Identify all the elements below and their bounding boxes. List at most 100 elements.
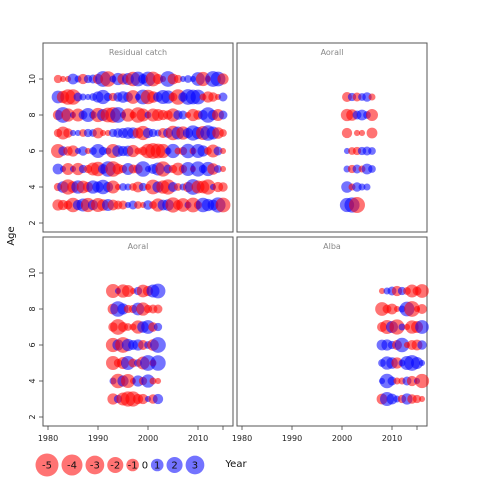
bubble-point	[219, 165, 227, 173]
bubble-point	[59, 75, 67, 83]
bubble-point	[368, 93, 376, 101]
legend-label: 0	[142, 461, 148, 472]
bubble-point	[124, 323, 132, 331]
y-tick-label: 2	[28, 414, 37, 419]
legend-bubble	[61, 454, 83, 476]
legend-bubble	[126, 458, 139, 472]
bubble-point	[141, 374, 155, 388]
legend-label: -4	[67, 461, 77, 472]
legend-item: -4	[61, 454, 83, 476]
bubble-point	[174, 183, 182, 191]
bubble-point	[418, 395, 426, 403]
bubble-point	[165, 143, 181, 159]
bubble-point	[414, 373, 430, 389]
bubble-point	[79, 93, 87, 101]
bubble-point	[217, 73, 229, 85]
bubble-point	[218, 110, 228, 120]
bubble-point	[358, 129, 366, 137]
panel-2: Aorall	[236, 42, 428, 233]
y-tick-label: 8	[28, 306, 37, 311]
bubble-point	[155, 143, 171, 159]
panel-1: Residual catch 2 4 6 8 10	[28, 42, 234, 233]
bubble-point	[366, 109, 378, 121]
y-tick-label: 2	[28, 220, 37, 225]
bubble-point	[150, 355, 166, 371]
bubble-point	[134, 201, 142, 209]
legend-bubble	[166, 456, 183, 474]
bubble-point	[184, 75, 192, 83]
bubble-point	[353, 129, 361, 137]
bubble-point	[110, 107, 126, 123]
x-tick-label: 1990	[282, 434, 302, 443]
bubble-point	[69, 129, 77, 137]
bubble-point	[352, 182, 362, 192]
y-tick-label: 4	[28, 378, 37, 383]
bubble-point	[92, 127, 104, 139]
bubble-point	[386, 303, 398, 315]
bubble-point	[213, 146, 223, 156]
panel-3: Aoral 2 4 6 8 10 1980 1990 2000 2010	[28, 236, 234, 443]
bubble-point	[415, 320, 429, 334]
bubble-point	[394, 337, 410, 353]
bubble-point	[215, 197, 231, 213]
panel-title: Aorall	[321, 48, 344, 57]
bubble-point	[122, 285, 134, 297]
bubble-point	[398, 323, 406, 331]
legend-item: -5	[35, 453, 59, 477]
panel-frame	[236, 42, 428, 233]
bubble-point	[152, 73, 164, 85]
bubble-point	[366, 127, 378, 139]
bubble-point	[62, 163, 74, 175]
bubble-point	[118, 200, 128, 210]
bubble-point	[208, 92, 218, 102]
bubble-point	[406, 375, 418, 387]
legend-label: 1	[154, 461, 160, 472]
bubble-point	[119, 183, 127, 191]
legend-item: -2	[107, 456, 124, 474]
bubble-point	[404, 301, 420, 317]
bubble-point	[415, 284, 429, 298]
bubble-size-legend: -5 -4 -3 -2 -1 0 1 2 3	[35, 453, 205, 477]
bubble-point	[138, 182, 148, 192]
bubble-point	[149, 377, 157, 385]
bubble-point	[411, 357, 423, 369]
legend-bubble	[150, 458, 164, 472]
bubble-point	[67, 73, 79, 85]
bubble-point	[154, 377, 162, 385]
bubble-point	[368, 165, 376, 173]
bubble-point	[150, 283, 166, 299]
bubble-point	[121, 374, 135, 388]
x-tick-label: 2000	[138, 434, 158, 443]
legend-label: -3	[90, 461, 100, 472]
y-tick-label: 6	[28, 342, 37, 347]
x-tick-label: 1990	[88, 434, 108, 443]
bubble-point	[63, 128, 73, 138]
bubble-point	[150, 337, 166, 353]
bubble-point	[391, 357, 403, 369]
bubble-point	[136, 108, 150, 122]
panel-title: Alba	[323, 242, 341, 251]
panel-frame	[42, 42, 234, 233]
bubble-point	[341, 127, 353, 139]
legend-item: 1	[150, 458, 164, 472]
y-axis-label: Age	[6, 226, 17, 245]
panel-frame	[42, 236, 234, 427]
x-tick-label: 2010	[188, 434, 208, 443]
bubble-point	[219, 129, 227, 137]
bubble-point	[153, 322, 163, 332]
bubble-point	[219, 147, 227, 155]
legend-bubble	[107, 456, 124, 474]
bubble-point	[61, 108, 75, 122]
bubble-point	[98, 146, 108, 156]
bubble-point	[418, 359, 426, 367]
legend-bubble	[85, 455, 105, 475]
y-tick-label: 10	[28, 74, 37, 84]
bubble-point	[135, 161, 151, 177]
bubble-point	[368, 147, 376, 155]
bubble-point	[106, 284, 120, 298]
bubble-point	[126, 144, 140, 158]
bubble-point	[137, 393, 149, 405]
bubble-point	[190, 89, 206, 105]
bubble-point	[106, 180, 120, 194]
bubble-point	[178, 110, 188, 120]
